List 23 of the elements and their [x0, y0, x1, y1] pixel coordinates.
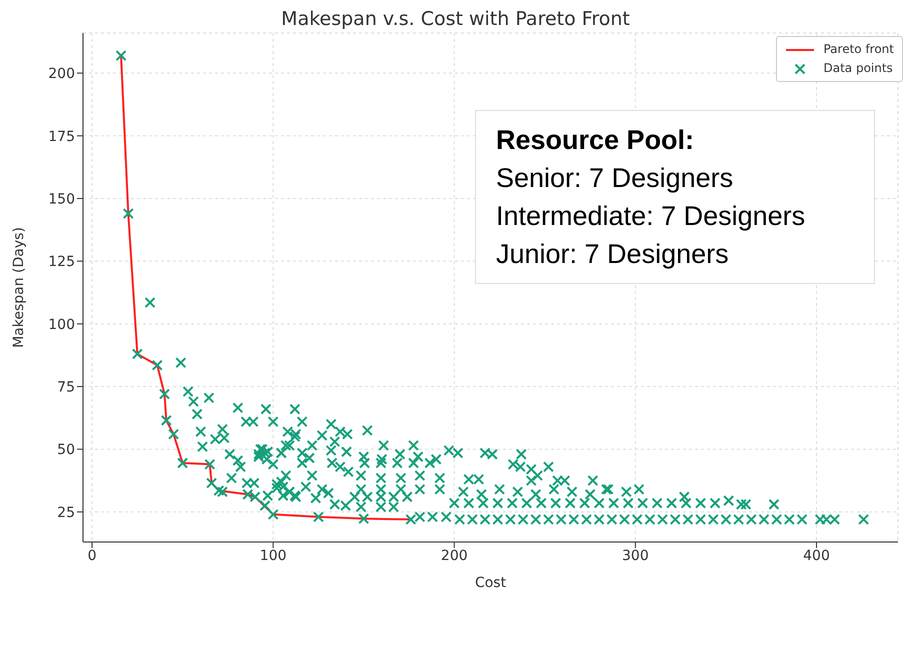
y-tick-label: 25	[57, 504, 75, 521]
y-tick-label: 50	[57, 442, 75, 458]
x-tick-label: 200	[440, 548, 468, 564]
x-tick-label: 400	[803, 548, 830, 564]
y-axis-title: Makespan (Days)	[10, 227, 27, 348]
x-axis-title: Cost	[474, 575, 507, 591]
annotation: Senior: 7 Designers	[496, 162, 734, 195]
y-tick-label: 125	[48, 254, 75, 270]
y-tick-label: 100	[48, 316, 75, 333]
legend-label: Pareto front	[823, 41, 894, 58]
annotation: Intermediate: 7 Designers	[496, 200, 806, 233]
y-tick-label: 200	[48, 66, 75, 82]
annotation: Resource Pool:	[496, 124, 696, 157]
chart-title: Makespan v.s. Cost with Pareto Front	[280, 8, 631, 30]
legend-label: Data points	[823, 60, 893, 77]
annotation: Junior: 7 Designers	[496, 238, 730, 271]
x-tick-label: 0	[88, 548, 97, 564]
x-tick-label: 300	[622, 548, 649, 564]
y-tick-label: 75	[57, 380, 75, 396]
line-series	[120, 54, 412, 520]
x-tick-label: 100	[260, 548, 287, 564]
y-tick-label: 150	[48, 191, 75, 208]
y-tick-label: 175	[48, 128, 75, 145]
